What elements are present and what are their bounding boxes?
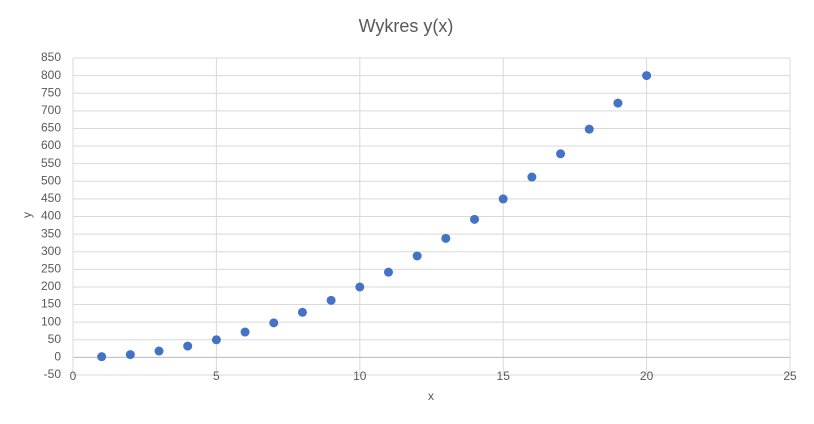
point <box>584 124 594 134</box>
x-tick-label: 25 <box>783 369 797 383</box>
x-tick-label: 5 <box>213 369 220 383</box>
y-tick-label: 200 <box>41 279 61 293</box>
y-tick-label: 350 <box>41 226 61 240</box>
y-tick-label: 700 <box>41 103 61 117</box>
point <box>211 335 221 345</box>
point <box>383 267 393 277</box>
point <box>556 149 566 159</box>
y-tick-label: 250 <box>41 262 61 276</box>
y-tick-label: 550 <box>41 156 61 170</box>
chart-title: Wykres y(x) <box>359 16 454 36</box>
y-tick-label: 500 <box>41 173 61 187</box>
x-tick-label: 10 <box>353 369 367 383</box>
y-tick-label: 800 <box>41 68 61 82</box>
point <box>297 307 307 317</box>
y-tick-label: 600 <box>41 138 61 152</box>
y-tick-label: 50 <box>48 332 62 346</box>
x-axis-label: x <box>428 389 434 403</box>
point <box>125 350 135 360</box>
y-axis-label: y <box>20 212 34 218</box>
y-tick-label: 450 <box>41 191 61 205</box>
y-tick-label: 300 <box>41 244 61 258</box>
x-tick-label: 15 <box>497 369 511 383</box>
point <box>527 172 537 182</box>
point <box>441 233 451 243</box>
point <box>154 346 164 356</box>
point <box>183 341 193 351</box>
point <box>613 98 623 108</box>
point <box>97 352 107 362</box>
y-tick-label: 0 <box>54 350 61 364</box>
point <box>240 327 250 337</box>
point <box>326 295 336 305</box>
y-tick-label: 850 <box>41 50 61 64</box>
x-tick-label: 20 <box>640 369 654 383</box>
point <box>355 282 365 292</box>
y-tick-label: -50 <box>44 367 62 381</box>
point <box>642 71 652 81</box>
point <box>470 214 480 224</box>
point <box>269 318 279 328</box>
y-tick-label: 400 <box>41 209 61 223</box>
point <box>498 194 508 204</box>
y-tick-label: 650 <box>41 121 61 135</box>
y-tick-label: 150 <box>41 297 61 311</box>
y-tick-label: 750 <box>41 85 61 99</box>
point <box>412 251 422 261</box>
x-tick-label: 0 <box>70 369 77 383</box>
y-tick-label: 100 <box>41 314 61 328</box>
